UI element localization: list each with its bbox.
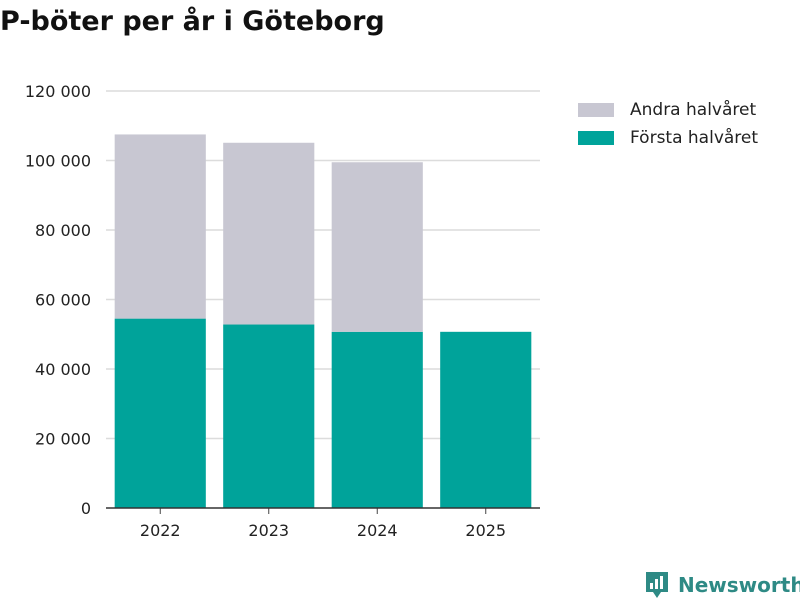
chart-title: P-böter per år i Göteborg — [0, 6, 385, 37]
x-tick-label: 2022 — [140, 521, 181, 540]
bars — [114, 134, 532, 508]
legend-label-andra: Andra halvåret — [630, 100, 757, 120]
brand-logo: Newsworthy — [644, 570, 800, 600]
bar-forsta-2022[interactable] — [114, 318, 206, 508]
bar-andra-2023[interactable] — [223, 142, 315, 325]
bar-forsta-2023[interactable] — [223, 324, 315, 508]
bar-andra-2024[interactable] — [331, 162, 423, 332]
x-tick-label: 2025 — [465, 521, 506, 540]
legend-item-forsta[interactable]: Första halvåret — [578, 124, 758, 152]
bar-forsta-2025[interactable] — [440, 331, 532, 508]
y-tick-label: 120 000 — [25, 82, 91, 101]
brand-name: Newsworthy — [678, 573, 800, 597]
y-tick-label: 40 000 — [35, 360, 91, 379]
legend-label-forsta: Första halvåret — [630, 128, 759, 148]
bar-andra-2022[interactable] — [114, 134, 206, 319]
newsworthy-logo-icon — [646, 572, 668, 598]
y-tick-label: 80 000 — [35, 221, 91, 240]
legend-swatch-forsta — [578, 131, 614, 145]
x-axis: 2022 2023 2024 2025 — [106, 507, 540, 540]
x-tick-label: 2024 — [357, 521, 398, 540]
y-tick-label: 100 000 — [25, 152, 91, 171]
y-tick-label: 20 000 — [35, 430, 91, 449]
y-tick-label: 0 — [81, 499, 91, 518]
x-tick-label: 2023 — [248, 521, 289, 540]
y-axis-ticks: 0 20 000 40 000 60 000 80 000 100 000 120 000 — [25, 82, 91, 518]
legend: Andra halvåret Första halvåret — [578, 96, 758, 152]
bar-forsta-2024[interactable] — [331, 331, 423, 508]
legend-swatch-andra — [578, 103, 614, 117]
y-tick-label: 60 000 — [35, 291, 91, 310]
legend-item-andra[interactable]: Andra halvåret — [578, 96, 758, 124]
